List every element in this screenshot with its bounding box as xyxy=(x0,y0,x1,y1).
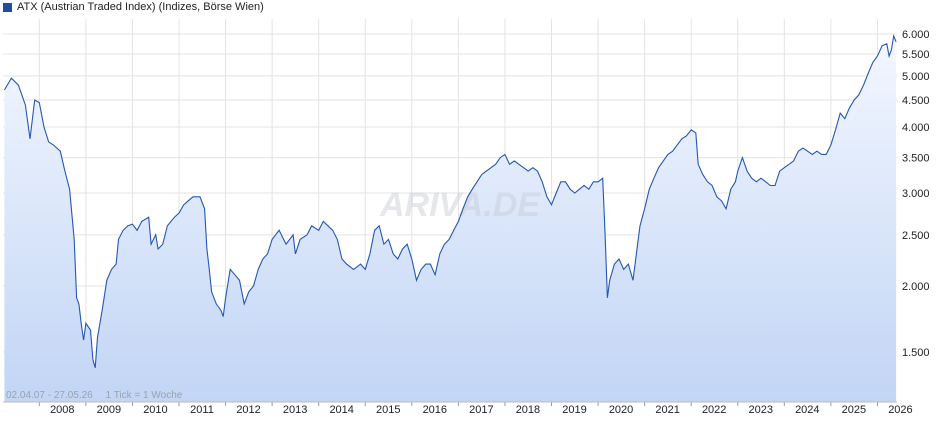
x-tick-label: 2012 xyxy=(236,404,260,416)
y-tick-label: 6.000 xyxy=(902,29,930,41)
tick-interval-text: 1 Tick = 1 Woche xyxy=(106,390,183,401)
x-tick-label: 2025 xyxy=(842,404,866,416)
x-tick-label: 2010 xyxy=(143,404,167,416)
y-tick-label: 1.500 xyxy=(902,347,930,359)
x-tick-label: 2019 xyxy=(562,404,586,416)
x-tick-label: 2009 xyxy=(97,404,121,416)
price-line xyxy=(3,33,897,368)
x-tick-label: 2026 xyxy=(888,404,912,416)
x-tick-label: 2020 xyxy=(609,404,633,416)
x-tick-label: 2017 xyxy=(469,404,493,416)
y-tick-label: 2.000 xyxy=(902,281,930,293)
x-tick-label: 2024 xyxy=(795,404,819,416)
y-tick-label: 4.000 xyxy=(902,122,930,134)
date-range-text: 02.04.07 - 27.05.26 xyxy=(6,390,93,401)
x-tick-label: 2018 xyxy=(516,404,540,416)
x-tick-label: 2013 xyxy=(283,404,307,416)
x-tick-label: 2011 xyxy=(190,404,214,416)
chart-legend: ATX (Austrian Traded Index) (Indizes, Bö… xyxy=(3,0,264,14)
x-tick-label: 2008 xyxy=(50,404,74,416)
date-range-info: 02.04.07 - 27.05.26 1 Tick = 1 Woche xyxy=(6,390,183,401)
x-tick-label: 2015 xyxy=(376,404,400,416)
price-area xyxy=(4,35,897,403)
watermark: ARIVA.DE xyxy=(379,186,541,224)
y-tick-label: 5.500 xyxy=(902,49,930,61)
legend-swatch xyxy=(3,2,12,12)
x-tick-label: 2022 xyxy=(702,404,726,416)
x-tick-label: 2023 xyxy=(749,404,773,416)
x-tick-label: 2014 xyxy=(329,404,353,416)
y-tick-label: 4.500 xyxy=(902,95,930,107)
y-tick-label: 2.500 xyxy=(902,230,930,242)
y-tick-label: 3.500 xyxy=(902,153,930,165)
x-tick-label: 2016 xyxy=(423,404,447,416)
x-tick-label: 2021 xyxy=(655,404,679,416)
y-tick-label: 3.000 xyxy=(902,188,930,200)
legend-label: ATX (Austrian Traded Index) (Indizes, Bö… xyxy=(17,1,264,13)
y-tick-label: 5.000 xyxy=(902,71,930,83)
x-axis-labels: 2008 2009 2010 2011 2012 2013 2014 2015 2016 2017… xyxy=(38,402,913,416)
y-axis-labels: 1.500 2.000 2.500 3.000 3.500 4.000 4.500 5.000… xyxy=(902,29,930,359)
